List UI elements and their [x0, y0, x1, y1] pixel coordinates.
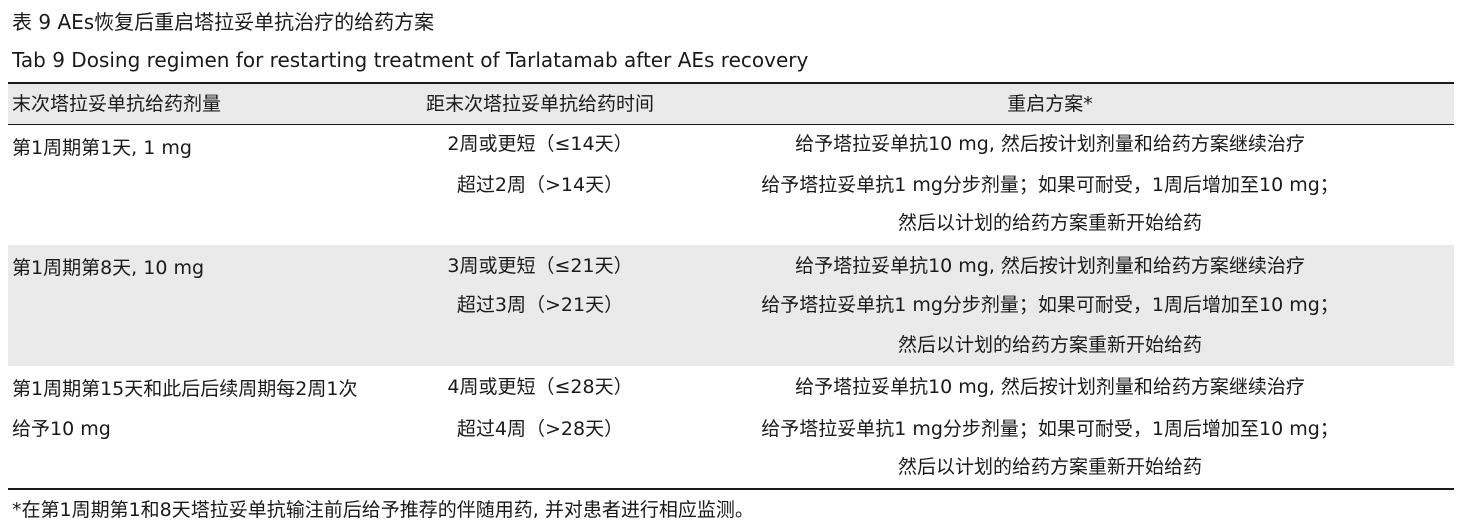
table-caption-chinese: 表 9 AEs恢复后重启塔拉妥单抗治疗的给药方案 — [12, 10, 435, 34]
restart-plan-cell: 然后以计划的给药方案重新开始给药 — [897, 212, 1202, 234]
last-dose-cell: 第1周期第1天, 1 mg — [12, 137, 192, 159]
timing-cell: 超过2周（>14天） — [456, 174, 624, 196]
restart-plan-cell: 给予塔拉妥单抗10 mg, 然后按计划剂量和给药方案继续治疗 — [795, 376, 1305, 398]
column-header-last-dose: 末次塔拉妥单抗给药剂量 — [12, 93, 222, 115]
table-top-rule — [8, 82, 1454, 84]
restart-plan-cell: 给予塔拉妥单抗1 mg分步剂量；如果可耐受，1周后增加至10 mg； — [761, 294, 1339, 316]
restart-plan-cell: 给予塔拉妥单抗10 mg, 然后按计划剂量和给药方案继续治疗 — [795, 255, 1305, 277]
restart-plan-cell: 然后以计划的给药方案重新开始给药 — [897, 334, 1202, 356]
restart-plan-cell: 给予塔拉妥单抗1 mg分步剂量；如果可耐受，1周后增加至10 mg； — [761, 174, 1339, 196]
restart-plan-cell: 给予塔拉妥单抗1 mg分步剂量；如果可耐受，1周后增加至10 mg； — [761, 418, 1339, 440]
table-header-background — [8, 84, 1454, 124]
timing-cell: 超过3周（>21天） — [456, 294, 624, 316]
timing-cell: 2周或更短（≤14天） — [447, 133, 633, 155]
table-header-rule — [8, 124, 1454, 125]
table-bottom-rule — [8, 488, 1454, 490]
last-dose-cell: 第1周期第8天, 10 mg — [12, 257, 205, 279]
timing-cell: 超过4周（>28天） — [456, 418, 624, 440]
table-caption-english: Tab 9 Dosing regimen for restarting trea… — [12, 48, 809, 72]
last-dose-cell: 第1周期第15天和此后后续周期每2周1次 — [12, 378, 358, 400]
column-header-time-since: 距末次塔拉妥单抗给药时间 — [425, 93, 654, 115]
restart-plan-cell: 给予塔拉妥单抗10 mg, 然后按计划剂量和给药方案继续治疗 — [795, 133, 1305, 155]
table-footnote: *在第1周期第1和8天塔拉妥单抗输注前后给予推荐的伴随用药, 并对患者进行相应监… — [12, 499, 754, 521]
restart-plan-cell: 然后以计划的给药方案重新开始给药 — [897, 456, 1202, 478]
column-header-restart-plan: 重启方案* — [1007, 93, 1093, 115]
last-dose-cell: 给予10 mg — [12, 418, 111, 440]
timing-cell: 3周或更短（≤21天） — [447, 255, 633, 277]
row-shading-2 — [8, 245, 1454, 366]
timing-cell: 4周或更短（≤28天） — [447, 376, 633, 398]
